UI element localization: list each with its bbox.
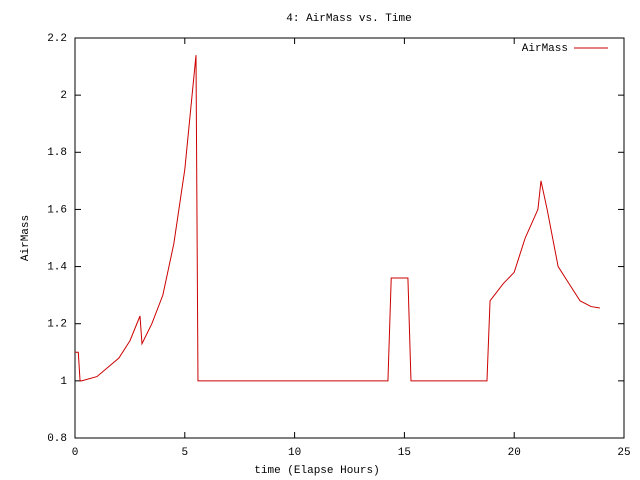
- y-tick-label: 2: [60, 90, 67, 102]
- x-tick-label: 5: [181, 447, 188, 459]
- x-tick-label: 15: [398, 447, 411, 459]
- chart-title: 4: AirMass vs. Time: [286, 13, 411, 25]
- x-tick-label: 25: [617, 447, 630, 459]
- x-tick-label: 20: [508, 447, 521, 459]
- plot-border: [74, 37, 625, 439]
- y-tick-label: 1.2: [47, 319, 67, 331]
- y-tick-label: 1.4: [47, 261, 67, 273]
- y-tick-label: 1.8: [47, 147, 67, 159]
- y-tick-label: 1.6: [47, 204, 67, 216]
- y-axis-label: AirMass: [20, 215, 32, 261]
- y-tick-label: 1: [60, 376, 67, 388]
- y-tick-label: 2.2: [47, 33, 67, 45]
- x-tick-label: 0: [72, 447, 79, 459]
- data-line: [75, 55, 600, 382]
- y-tick-label: 0.8: [47, 433, 67, 445]
- x-tick-label: 10: [288, 447, 301, 459]
- x-axis-label: time (Elapse Hours): [254, 465, 379, 477]
- legend-label: AirMass: [522, 43, 568, 55]
